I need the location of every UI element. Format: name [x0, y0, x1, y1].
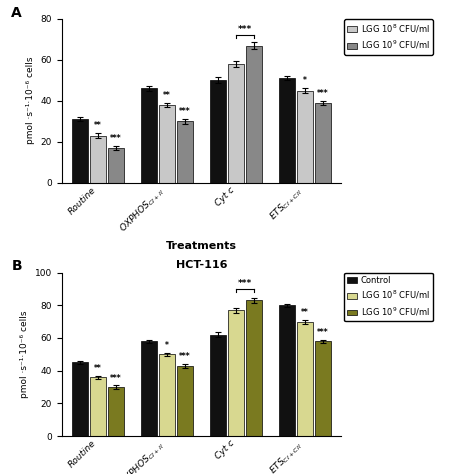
- Bar: [210, 80, 226, 182]
- Text: *: *: [165, 341, 169, 350]
- Text: **: **: [94, 121, 102, 130]
- Text: ***: ***: [110, 374, 122, 383]
- Text: ***: ***: [237, 25, 252, 34]
- Bar: [246, 301, 262, 436]
- Bar: [90, 377, 106, 436]
- Bar: [141, 89, 157, 182]
- Bar: [72, 363, 88, 436]
- Bar: [72, 119, 88, 182]
- Bar: [297, 321, 313, 436]
- Bar: [108, 387, 124, 436]
- Text: ***: ***: [237, 279, 252, 288]
- Text: ***: ***: [110, 134, 122, 143]
- Bar: [246, 46, 262, 182]
- Y-axis label: pmol ·s⁻¹·10⁻⁶ cells: pmol ·s⁻¹·10⁻⁶ cells: [26, 57, 35, 145]
- Bar: [297, 91, 313, 182]
- Bar: [141, 341, 157, 436]
- Text: *: *: [303, 76, 307, 85]
- Bar: [315, 103, 331, 182]
- Bar: [210, 335, 226, 436]
- Bar: [177, 121, 193, 182]
- Text: ***: ***: [317, 328, 328, 337]
- Text: **: **: [301, 308, 309, 317]
- Bar: [279, 305, 295, 436]
- Legend: Control, LGG 10$^{8}$ CFU/ml, LGG 10$^{9}$ CFU/ml: Control, LGG 10$^{8}$ CFU/ml, LGG 10$^{9…: [344, 273, 433, 321]
- Y-axis label: pmol ·s⁻¹·10⁻⁶ cells: pmol ·s⁻¹·10⁻⁶ cells: [20, 310, 29, 398]
- Text: B: B: [11, 259, 22, 273]
- Bar: [315, 341, 331, 436]
- Text: ***: ***: [179, 352, 191, 361]
- Text: **: **: [94, 364, 102, 373]
- Bar: [159, 105, 175, 182]
- Bar: [228, 310, 244, 436]
- X-axis label: Treatments: Treatments: [166, 241, 237, 251]
- Bar: [159, 354, 175, 436]
- Bar: [228, 64, 244, 182]
- Bar: [279, 78, 295, 182]
- Bar: [108, 148, 124, 182]
- Text: A: A: [11, 6, 22, 20]
- Legend: LGG 10$^{8}$ CFU/ml, LGG 10$^{9}$ CFU/ml: LGG 10$^{8}$ CFU/ml, LGG 10$^{9}$ CFU/ml: [344, 19, 433, 55]
- Text: ***: ***: [179, 107, 191, 116]
- Title: HCT-116: HCT-116: [176, 260, 227, 270]
- Text: ***: ***: [317, 89, 328, 98]
- Text: **: **: [163, 91, 171, 100]
- Bar: [177, 366, 193, 436]
- Bar: [90, 136, 106, 182]
